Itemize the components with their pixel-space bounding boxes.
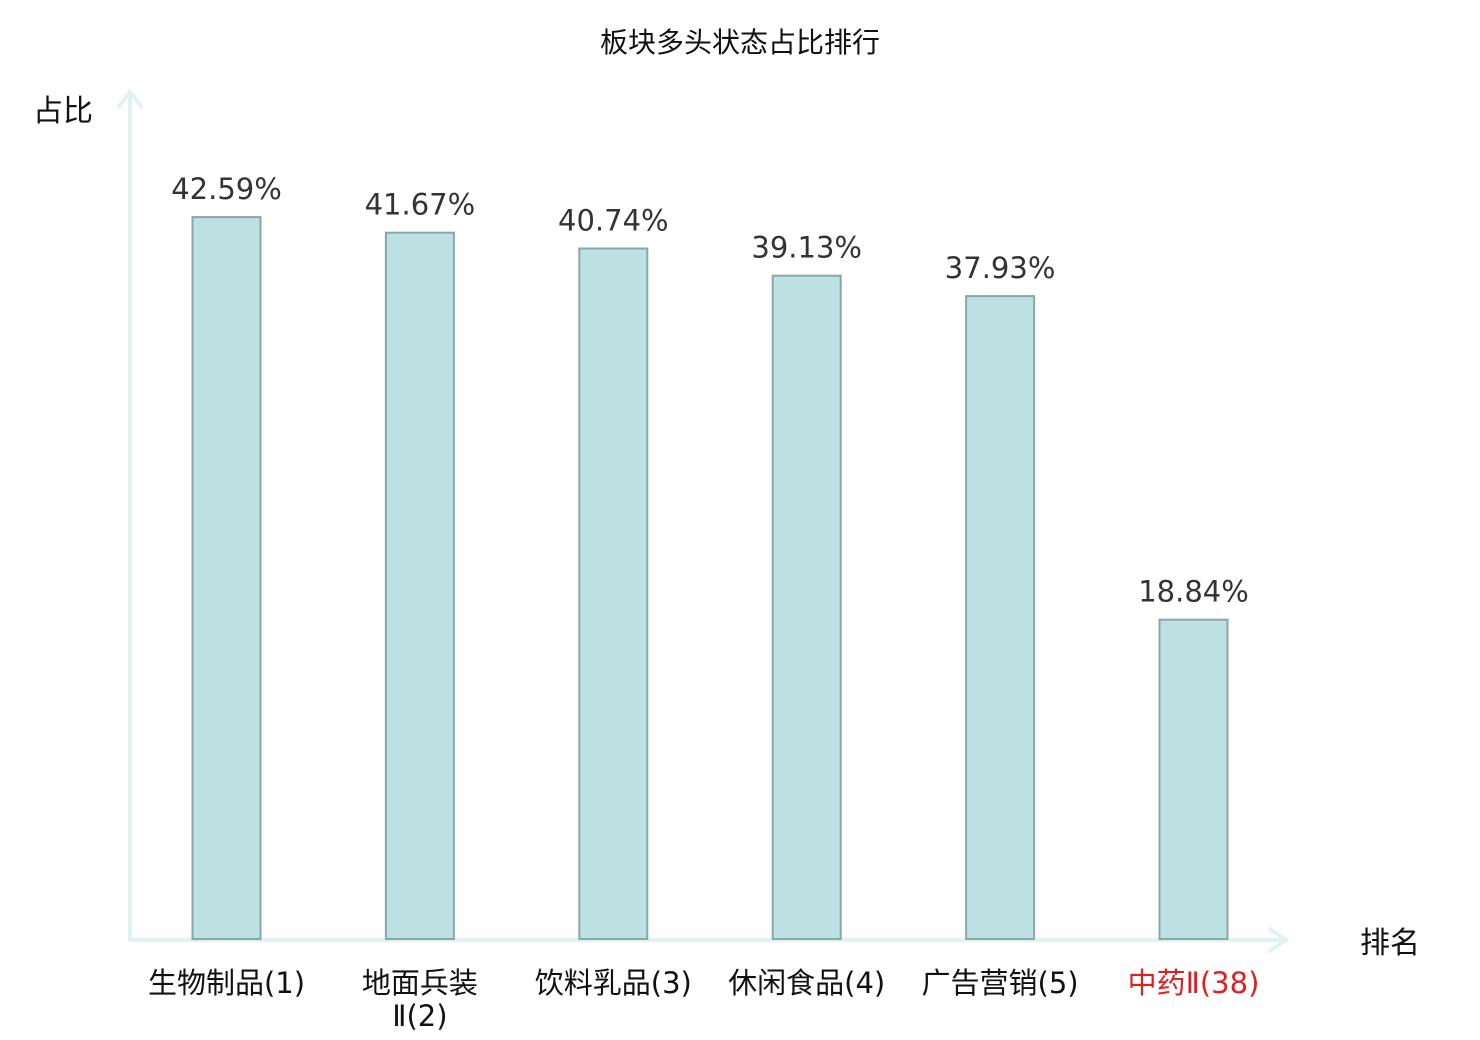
bar [771,274,842,940]
x-tick-label: 广告营销(5) [922,966,1079,1000]
x-tick-label: 饮料乳品(3) [535,966,692,1000]
y-axis-label: 占比 [33,94,93,129]
x-tick-label: 地面兵装 [362,966,478,1000]
x-tick-label: 中药Ⅱ(38) [1128,966,1260,1000]
x-axis-label: 排名 [1360,926,1420,961]
chart-title: 板块多头状态占比排行 [600,26,880,59]
bar [965,295,1036,941]
data-label: 42.59% [171,172,282,206]
bar [1158,618,1229,940]
data-label: 39.13% [751,231,862,265]
x-tick-label: Ⅱ(2) [392,999,447,1033]
x-tick-label: 休闲食品(4) [728,966,885,1000]
y-axis-arrow [117,90,143,108]
data-label: 37.93% [945,251,1056,285]
data-label: 18.84% [1138,575,1249,609]
bar [578,247,649,940]
bar [384,231,455,940]
data-label: 40.74% [558,204,669,238]
x-tick-label: 生物制品(1) [148,966,305,1000]
bar [191,216,262,941]
data-label: 41.67% [365,188,476,222]
x-axis-arrow [1268,927,1288,953]
